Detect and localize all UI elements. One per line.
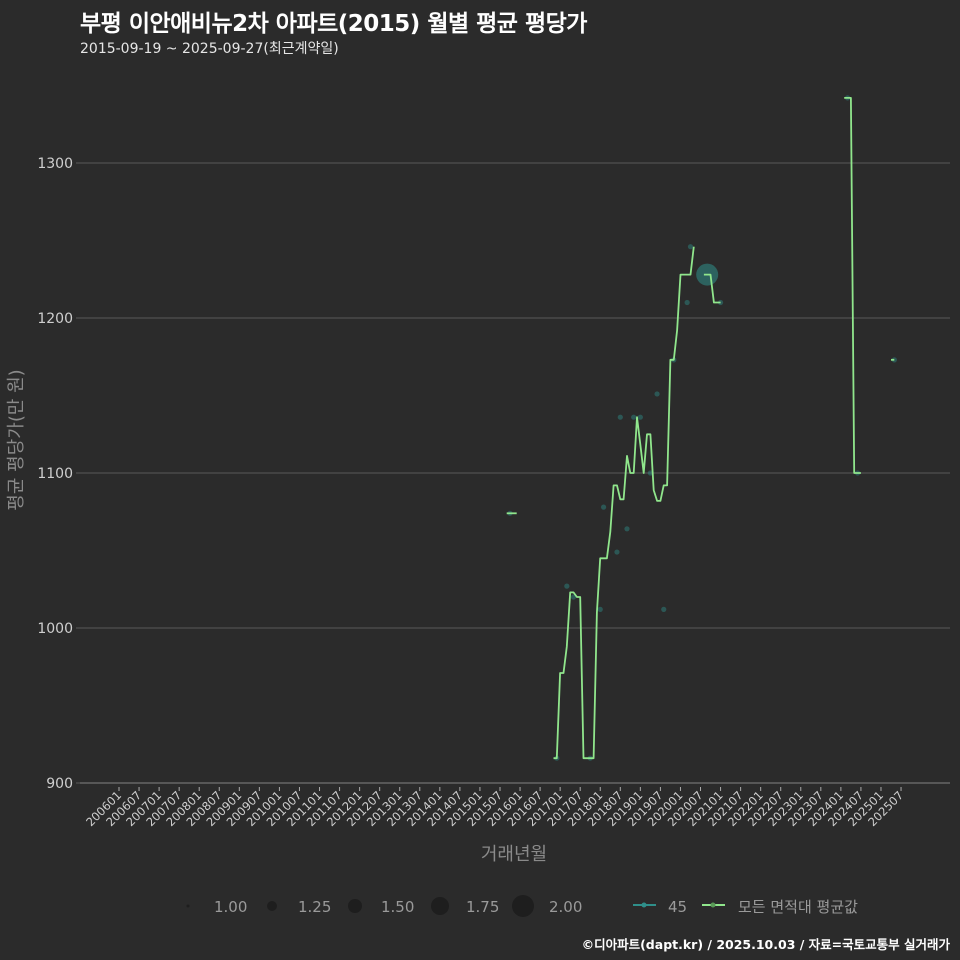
- data-point: [600, 504, 607, 510]
- legend-size-swatch: [348, 899, 362, 913]
- legend-size-swatch: [431, 897, 449, 915]
- y-axis: 900 1000 1100 1200 1300: [37, 156, 80, 792]
- y-tick-label: 1300: [37, 156, 73, 172]
- x-axis: 2006012006072007012007072008012008072009…: [80, 782, 950, 829]
- legend-size-label: 1.25: [298, 898, 331, 916]
- legend-size-swatch: [512, 895, 534, 917]
- legend-size-swatch: [186, 904, 190, 908]
- data-point: [624, 526, 630, 532]
- data-point: [617, 414, 623, 420]
- data-point: [631, 414, 637, 420]
- data-point: [647, 470, 653, 476]
- x-axis-title: 거래년월: [481, 844, 547, 865]
- y-tick-label: 900: [46, 776, 73, 792]
- data-point: [564, 583, 570, 589]
- legend-size-label: 1.50: [381, 898, 414, 916]
- data-point: [637, 414, 643, 420]
- legend-size-swatch: [267, 901, 277, 911]
- legend-45-label: 45: [668, 898, 687, 916]
- legend-avg-label: 모든 면적대 평균값: [738, 898, 858, 916]
- y-tick-label: 1100: [37, 466, 73, 482]
- avg-line-segment: [703, 273, 721, 304]
- data-point: [687, 244, 694, 250]
- data-point: [891, 357, 897, 363]
- data-point: [654, 391, 660, 397]
- avg-line: [506, 97, 895, 760]
- legend-45-dot: [641, 902, 647, 908]
- legend-size-label: 1.75: [466, 898, 499, 916]
- data-point: [661, 606, 667, 613]
- data-point: [684, 299, 690, 306]
- source-caption: ©디아파트(dapt.kr) / 2025.10.03 / 자료=국토교통부 실…: [581, 937, 950, 952]
- legend: 1.00 1.25 1.50 1.75 2.00 45 모든 면적대 평균값: [186, 895, 858, 917]
- data-point: [570, 594, 577, 600]
- legend-size-label: 2.00: [549, 898, 582, 916]
- data-point: [597, 606, 603, 613]
- y-tick-label: 1200: [37, 311, 73, 327]
- chart-title: 부평 이안애비뉴2차 아파트(2015) 월별 평균 평당가: [80, 11, 587, 37]
- avg-line-segment: [844, 97, 861, 474]
- gridlines: [80, 162, 950, 784]
- chart-subtitle: 2015-09-19 ~ 2025-09-27(최근계약일): [80, 41, 339, 57]
- data-point: [614, 549, 620, 555]
- legend-avg-dot: [710, 902, 716, 908]
- y-tick-label: 1000: [37, 621, 73, 637]
- avg-line-segment: [553, 246, 695, 760]
- legend-size-label: 1.00: [214, 898, 247, 916]
- y-axis-title: 평균 평당가(만 원): [6, 369, 27, 510]
